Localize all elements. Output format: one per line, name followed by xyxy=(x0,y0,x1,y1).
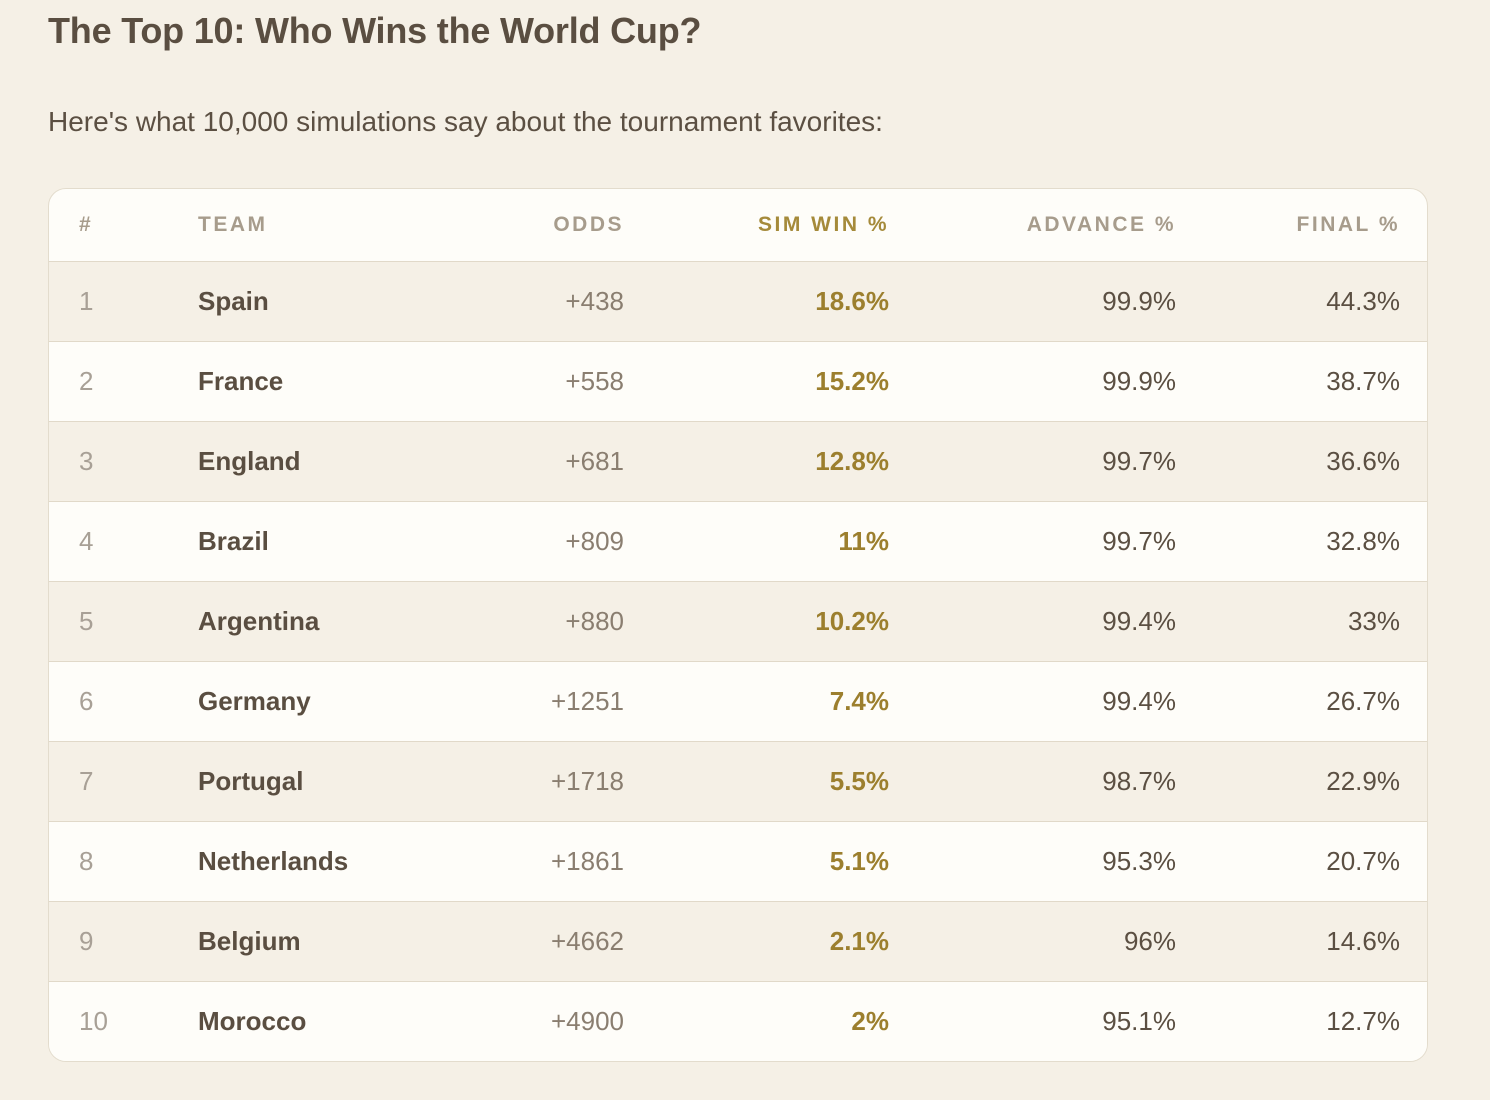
cell-team: Netherlands xyxy=(198,821,458,902)
cell-sim-win: 11% xyxy=(624,501,889,582)
table-row: 6 Germany +1251 7.4% 99.4% 26.7% xyxy=(49,661,1427,742)
cell-odds: +1861 xyxy=(458,821,624,902)
cell-rank: 5 xyxy=(49,581,198,662)
cell-final: 20.7% xyxy=(1176,821,1427,902)
cell-final: 12.7% xyxy=(1326,1006,1400,1037)
page-title: The Top 10: Who Wins the World Cup? xyxy=(48,10,702,51)
table-row: 9 Belgium +4662 2.1% 96% 14.6% xyxy=(49,901,1427,982)
cell-sim-win: 7.4% xyxy=(624,661,889,742)
cell-final: 36.6% xyxy=(1176,421,1427,502)
cell-rank: 8 xyxy=(49,821,198,902)
cell-advance: 95.3% xyxy=(889,821,1176,902)
cell-rank: 4 xyxy=(49,501,198,582)
table-row: 10 Morocco +4900 2% 95.1% 12.7% xyxy=(49,981,1427,1061)
cell-advance: 98.7% xyxy=(889,741,1176,822)
cell-advance: 99.4% xyxy=(889,581,1176,662)
favorites-table-card: # TEAM ODDS SIM WIN % ADVANCE % FINAL % … xyxy=(48,188,1428,1062)
cell-rank: 9 xyxy=(49,901,198,982)
cell-final: 14.6% xyxy=(1176,901,1427,982)
cell-advance: 99.9% xyxy=(889,261,1176,342)
cell-sim-win: 12.8% xyxy=(624,421,889,502)
cell-team: Germany xyxy=(198,661,458,742)
cell-team: England xyxy=(198,421,458,502)
cell-rank: 7 xyxy=(49,741,198,822)
cell-team: Argentina xyxy=(198,581,458,662)
cell-advance: 99.4% xyxy=(889,661,1176,742)
table-row: 7 Portugal +1718 5.5% 98.7% 22.9% xyxy=(49,741,1427,822)
table-row: 2 France +558 15.2% 99.9% 38.7% xyxy=(49,341,1427,422)
cell-rank: 6 xyxy=(49,661,198,742)
cell-odds: +4662 xyxy=(458,901,624,982)
cell-advance: 95.1% xyxy=(1102,1006,1176,1037)
table-row: 5 Argentina +880 10.2% 99.4% 33% xyxy=(49,581,1427,662)
cell-final: 26.7% xyxy=(1176,661,1427,742)
cell-odds: +438 xyxy=(458,261,624,342)
cell-team: France xyxy=(198,341,458,422)
header-team[interactable]: TEAM xyxy=(198,189,458,262)
cell-final: 44.3% xyxy=(1176,261,1427,342)
cell-sim-win: 5.5% xyxy=(624,741,889,822)
cell-team: Spain xyxy=(198,261,458,342)
cell-rank: 1 xyxy=(49,261,198,342)
cell-sim-win: 10.2% xyxy=(624,581,889,662)
cell-odds: +880 xyxy=(458,581,624,662)
cell-advance: 99.7% xyxy=(889,501,1176,582)
cell-final: 22.9% xyxy=(1176,741,1427,822)
cell-odds: +1718 xyxy=(458,741,624,822)
cell-odds: +1251 xyxy=(458,661,624,742)
table-body: 1 Spain +438 18.6% 99.9% 44.3% 2 France +558 15.2… xyxy=(49,261,1427,1061)
cell-odds: +558 xyxy=(458,341,624,422)
cell-team: Brazil xyxy=(198,501,458,582)
cell-odds: +809 xyxy=(458,501,624,582)
table-row: 1 Spain +438 18.6% 99.9% 44.3% xyxy=(49,261,1427,342)
cell-sim-win: 5.1% xyxy=(624,821,889,902)
table-header-row: # TEAM ODDS SIM WIN % ADVANCE % FINAL % xyxy=(49,189,1427,262)
cell-advance: 96% xyxy=(889,901,1176,982)
header-odds[interactable]: ODDS xyxy=(458,189,624,262)
header-rank[interactable]: # xyxy=(49,189,198,262)
favorites-table: # TEAM ODDS SIM WIN % ADVANCE % FINAL % … xyxy=(49,189,1427,1061)
table-row: 3 England +681 12.8% 99.7% 36.6% xyxy=(49,421,1427,502)
cell-advance: 99.9% xyxy=(889,341,1176,422)
cell-rank: 3 xyxy=(49,421,198,502)
intro-text: Here's what 10,000 simulations say about… xyxy=(48,106,883,137)
cell-team: Belgium xyxy=(198,901,458,982)
cell-rank: 10 xyxy=(79,1006,108,1037)
cell-sim-win: 2.1% xyxy=(624,901,889,982)
cell-final: 33% xyxy=(1176,581,1427,662)
cell-rank: 2 xyxy=(49,341,198,422)
cell-final: 38.7% xyxy=(1176,341,1427,422)
cell-sim-win: 18.6% xyxy=(624,261,889,342)
cell-final: 32.8% xyxy=(1176,501,1427,582)
table-row: 8 Netherlands +1861 5.1% 95.3% 20.7% xyxy=(49,821,1427,902)
cell-sim-win: 15.2% xyxy=(624,341,889,422)
header-advance[interactable]: ADVANCE % xyxy=(889,189,1176,262)
cell-advance: 99.7% xyxy=(889,421,1176,502)
header-final[interactable]: FINAL % xyxy=(1176,189,1427,262)
cell-odds: +4900 xyxy=(550,1006,624,1037)
table-row: 4 Brazil +809 11% 99.7% 32.8% xyxy=(49,501,1427,582)
cell-team: Morocco xyxy=(198,1006,307,1037)
cell-odds: +681 xyxy=(458,421,624,502)
header-sim-win[interactable]: SIM WIN % xyxy=(624,189,889,262)
cell-sim-win: 2% xyxy=(851,1006,889,1037)
cell-team: Portugal xyxy=(198,741,458,822)
